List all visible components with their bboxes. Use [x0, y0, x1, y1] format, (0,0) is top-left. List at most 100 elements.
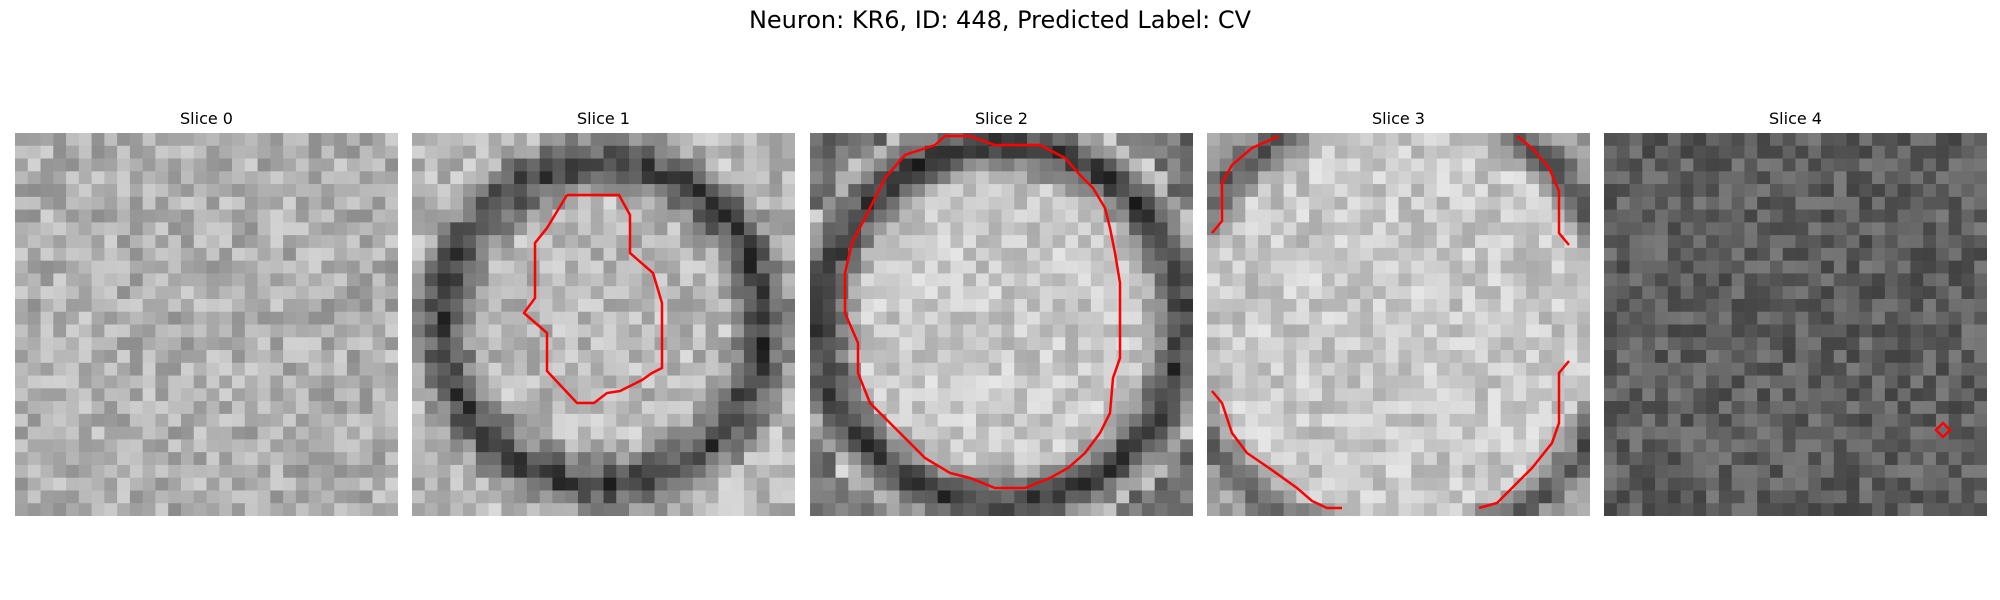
pixel [1001, 337, 1015, 351]
pixel [1629, 196, 1643, 211]
pixel [988, 196, 1002, 211]
pixel [1309, 375, 1323, 389]
pixel [78, 401, 93, 415]
pixel [552, 464, 566, 479]
pixel [1564, 158, 1578, 172]
pixel [1923, 222, 1937, 236]
pixel [450, 350, 464, 364]
pixel [1475, 311, 1489, 325]
pixel [782, 222, 795, 236]
pixel [1309, 145, 1323, 160]
pixel [129, 298, 144, 313]
pixel [1538, 388, 1553, 402]
pixel [1065, 209, 1079, 223]
pixel [1833, 413, 1848, 428]
pixel [1398, 133, 1412, 147]
pixel [963, 439, 977, 453]
pixel [501, 209, 515, 223]
pixel [15, 133, 29, 147]
pixel [963, 171, 977, 185]
pixel [1219, 260, 1234, 274]
pixel [756, 196, 770, 211]
pixel [1129, 477, 1143, 491]
pixel [450, 452, 464, 466]
pixel [321, 171, 335, 185]
pixel [475, 286, 490, 300]
pixel [1808, 452, 1822, 466]
pixel [705, 324, 719, 338]
pixel [117, 337, 131, 351]
pixel [1141, 426, 1156, 440]
pixel [963, 209, 977, 223]
pixel [692, 247, 707, 262]
pixel [756, 260, 770, 274]
pixel [743, 464, 758, 479]
pixel [1141, 388, 1156, 402]
pixel [1897, 171, 1911, 185]
pixel [629, 477, 643, 491]
pixel [756, 133, 770, 147]
pixel [129, 388, 144, 402]
pixel [488, 464, 502, 479]
pixel [1270, 133, 1285, 147]
pixel [1207, 273, 1221, 287]
pixel [514, 452, 528, 466]
pixel [437, 133, 451, 147]
pixel [912, 196, 926, 211]
pixel [1232, 311, 1246, 325]
pixel [616, 350, 630, 364]
pixel [1039, 273, 1054, 287]
pixel [450, 184, 464, 198]
contour-outline [1211, 390, 1342, 510]
pixel [705, 222, 719, 236]
pixel [1078, 464, 1092, 479]
pixel [1321, 298, 1336, 313]
pixel [1065, 439, 1079, 453]
pixel [1564, 413, 1578, 428]
pixel [78, 145, 93, 160]
pixel [244, 490, 259, 504]
pixel [654, 247, 668, 262]
pixel [155, 311, 169, 325]
pixel [629, 145, 643, 160]
pixel [1245, 298, 1259, 313]
pixel [1334, 401, 1348, 415]
pixel [244, 145, 259, 160]
pixel [1001, 209, 1015, 223]
pixel [232, 388, 246, 402]
pixel [27, 401, 42, 415]
pixel [15, 439, 29, 453]
pixel [769, 439, 783, 453]
pixel [1398, 158, 1412, 172]
pixel [168, 247, 182, 262]
pixel [1884, 311, 1899, 325]
pixel [1372, 298, 1387, 313]
pixel [1846, 388, 1860, 402]
pixel [861, 350, 875, 364]
pixel [1487, 184, 1502, 198]
pixel [1372, 247, 1387, 262]
pixel [1027, 426, 1041, 440]
pixel [91, 209, 105, 223]
pixel [219, 235, 233, 249]
pixel [1065, 235, 1079, 249]
pixel [1744, 401, 1758, 415]
pixel [1872, 375, 1886, 389]
pixel [1757, 401, 1771, 415]
pixel [1782, 401, 1796, 415]
pixel [1296, 375, 1310, 389]
pixel [680, 388, 694, 402]
pixel [1974, 503, 1987, 516]
pixel [475, 452, 490, 466]
pixel [1667, 222, 1682, 236]
pixel [1424, 133, 1438, 147]
pixel [1014, 145, 1028, 160]
pixel [1116, 362, 1130, 377]
pixel [1424, 235, 1438, 249]
pixel [1923, 426, 1937, 440]
pixel [1180, 286, 1193, 300]
pixel [501, 426, 515, 440]
pixel [1167, 464, 1181, 479]
pixel [1500, 158, 1514, 172]
pixel [232, 401, 246, 415]
